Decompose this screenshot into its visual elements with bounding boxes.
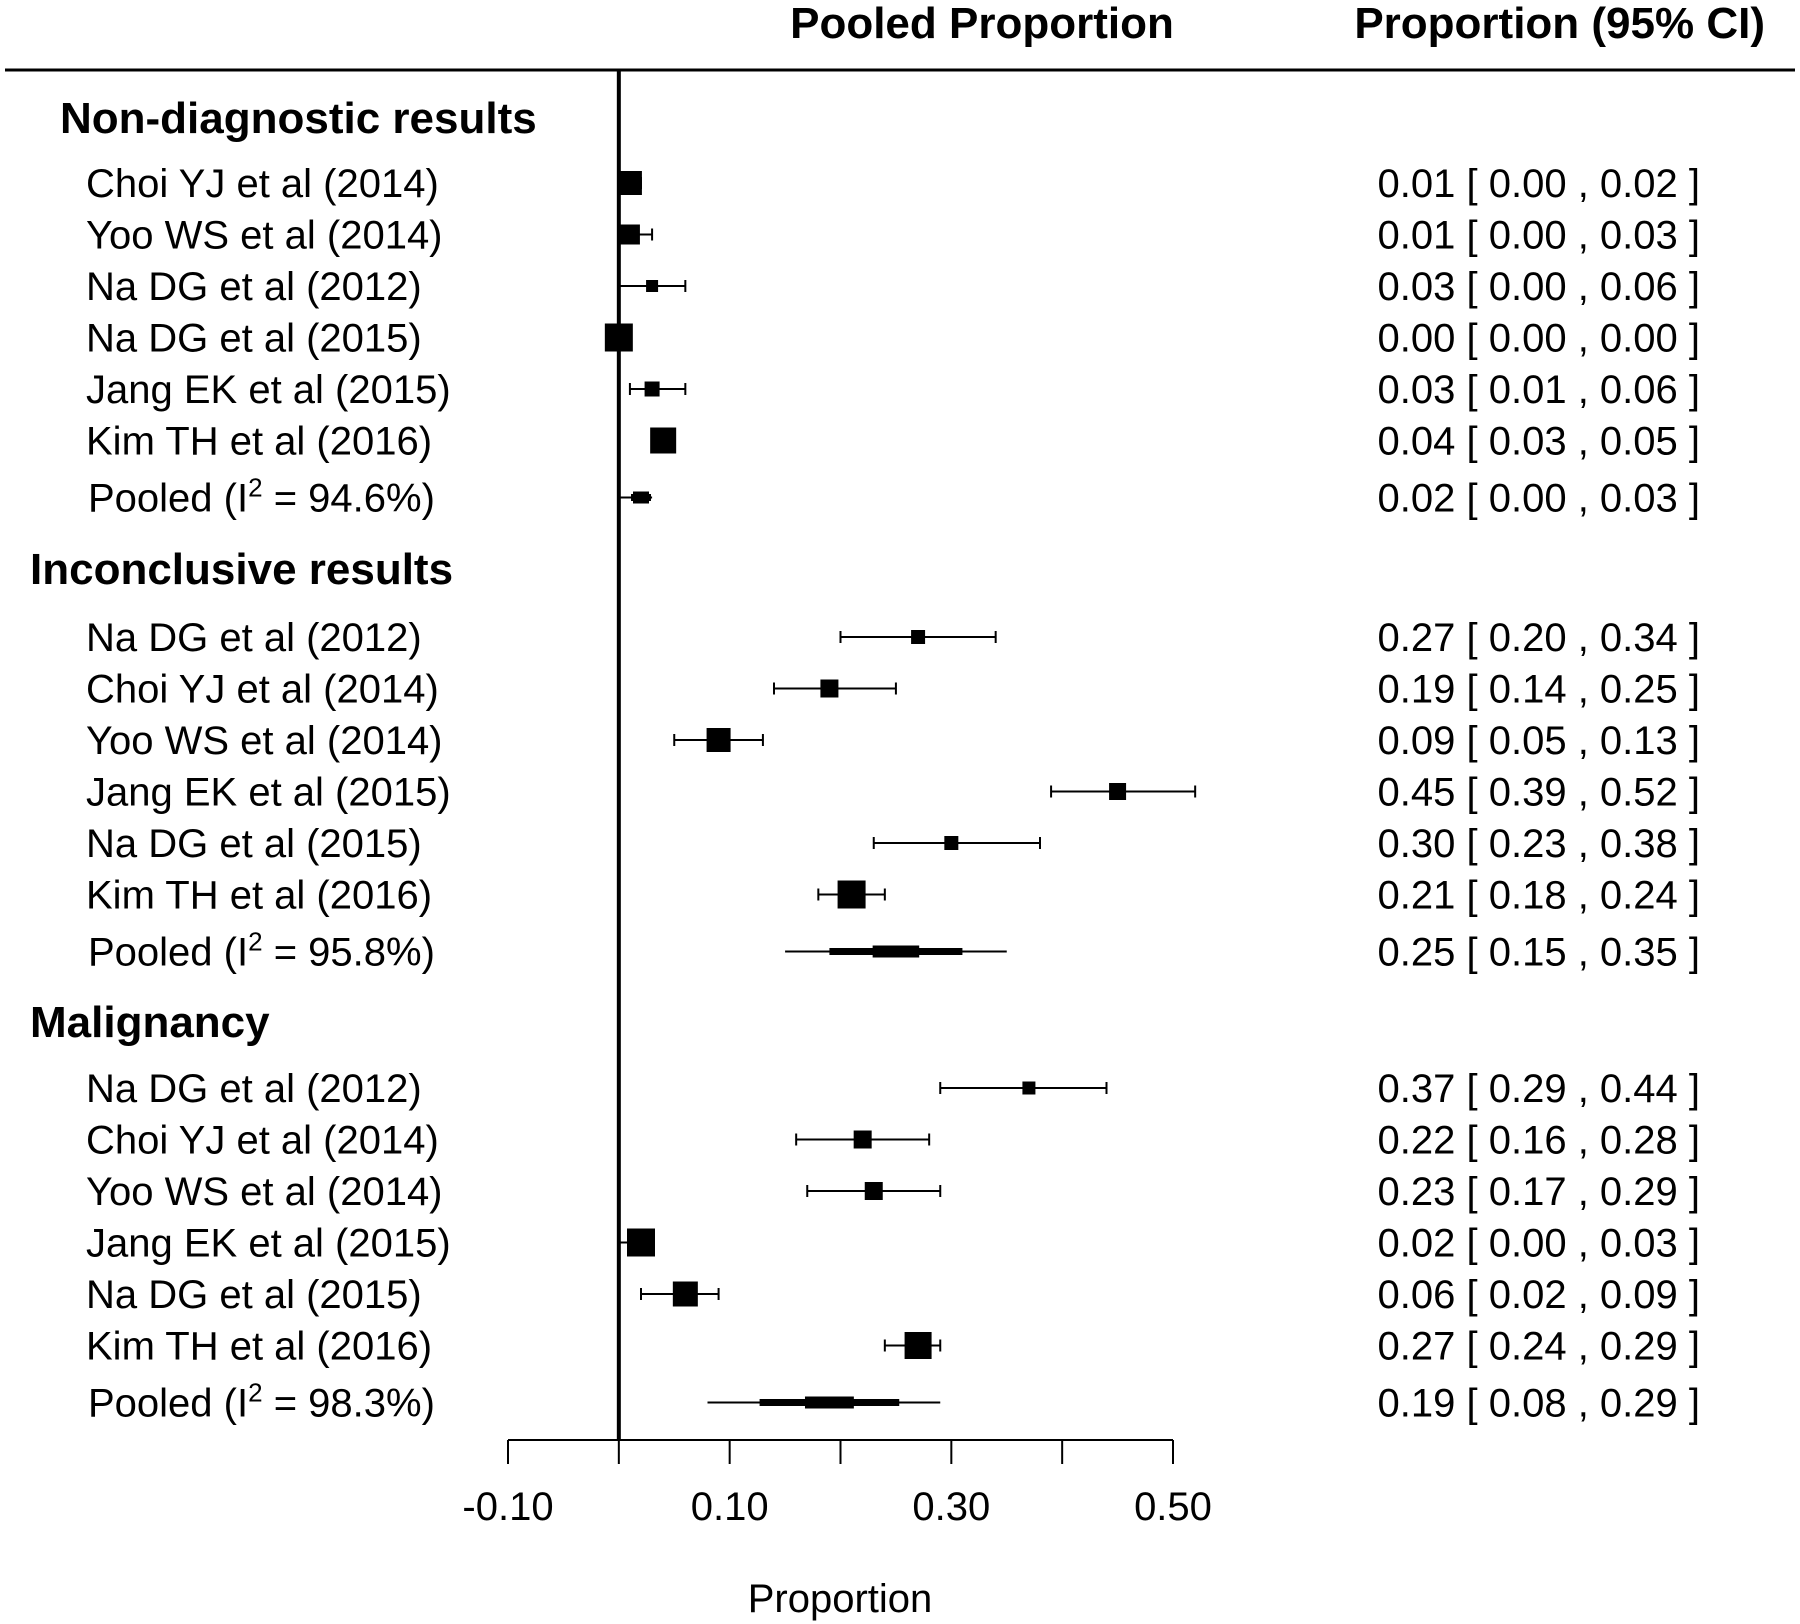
study-ci-value: 0.03 [ 0.01 , 0.06 ] <box>1378 368 1700 412</box>
point-estimate-square <box>706 728 731 752</box>
pooled-estimate-block <box>804 1396 854 1409</box>
group-title: Malignancy <box>30 998 270 1047</box>
ci-column-header: Proportion (95% CI) <box>1354 0 1765 48</box>
study-label: Jang EK et al (2015) <box>86 1222 451 1266</box>
x-tick-label: 0.10 <box>691 1485 769 1529</box>
point-estimate-square <box>619 224 640 245</box>
x-axis: -0.10 0.10 0.30 0.50 <box>462 1439 1212 1529</box>
pooled-label-superscript: 2 <box>248 473 262 503</box>
study-ci-value: 0.23 [ 0.17 , 0.29 ] <box>1378 1170 1700 1214</box>
point-estimate-square <box>646 280 659 292</box>
point-estimate-square <box>904 1332 932 1359</box>
study-ci-value: 0.02 [ 0.00 , 0.03 ] <box>1378 1222 1700 1266</box>
study-ci-value: 0.04 [ 0.03 , 0.05 ] <box>1378 420 1700 464</box>
pooled-label-text: Pooled (I <box>88 477 248 521</box>
study-ci-value: 0.01 [ 0.00 , 0.02 ] <box>1378 162 1700 206</box>
study-label: Choi YJ et al (2014) <box>86 1119 439 1163</box>
point-estimate-square <box>853 1130 872 1149</box>
study-label: Na DG et al (2012) <box>86 1067 422 1111</box>
study-ci-value: 0.30 [ 0.23 , 0.38 ] <box>1378 822 1700 866</box>
study-label: Na DG et al (2015) <box>86 822 422 866</box>
point-estimate-square <box>644 381 660 397</box>
pooled-ci-value: 0.25 [ 0.15 , 0.35 ] <box>1378 931 1700 975</box>
study-label: Kim TH et al (2016) <box>86 874 432 918</box>
pooled-label-superscript: 2 <box>248 1378 262 1408</box>
study-ci-value: 0.03 [ 0.00 , 0.06 ] <box>1378 265 1700 309</box>
study-label: Jang EK et al (2015) <box>86 368 451 412</box>
group-title: Inconclusive results <box>30 545 453 594</box>
point-estimate-square <box>944 836 959 850</box>
pooled-estimate-block <box>633 491 649 504</box>
pooled-label-tail: = 94.6%) <box>263 477 435 521</box>
point-estimate-square <box>627 1228 655 1257</box>
pooled-label-text: Pooled (I <box>88 931 248 975</box>
study-label: Yoo WS et al (2014) <box>86 214 443 258</box>
x-tick-label: 0.30 <box>912 1485 990 1529</box>
study-label: Choi YJ et al (2014) <box>86 162 439 206</box>
study-ci-value: 0.06 [ 0.02 , 0.09 ] <box>1378 1273 1700 1317</box>
point-estimate-square <box>837 880 866 909</box>
study-label: Na DG et al (2015) <box>86 1273 422 1317</box>
pooled-estimate-block <box>872 945 920 958</box>
pooled-label-text: Pooled (I <box>88 1382 248 1426</box>
study-ci-value: 0.01 [ 0.00 , 0.03 ] <box>1378 214 1700 258</box>
study-label: Na DG et al (2015) <box>86 317 422 361</box>
point-estimate-square <box>672 1281 698 1307</box>
study-ci-value: 0.27 [ 0.24 , 0.29 ] <box>1378 1325 1700 1369</box>
point-estimate-square <box>1022 1081 1036 1095</box>
study-ci-value: 0.37 [ 0.29 , 0.44 ] <box>1378 1067 1700 1111</box>
study-ci-value: 0.00 [ 0.00 , 0.00 ] <box>1378 317 1700 361</box>
forest-rows: Non-diagnostic results Choi YJ et al (201… <box>30 70 1700 1440</box>
point-estimate-square <box>1109 783 1127 800</box>
pooled-label: Pooled (I2 = 95.8%) <box>88 927 435 975</box>
pooled-label-tail: = 95.8%) <box>263 931 435 975</box>
x-tick-label: -0.10 <box>462 1485 553 1529</box>
study-ci-value: 0.22 [ 0.16 , 0.28 ] <box>1378 1119 1700 1163</box>
point-estimate-square <box>820 679 839 698</box>
point-estimate-square <box>617 171 642 195</box>
point-estimate-square <box>864 1182 883 1200</box>
pooled-label: Pooled (I2 = 94.6%) <box>88 473 435 521</box>
x-axis-title: Proportion <box>748 1577 933 1621</box>
plot-column-header: Pooled Proportion <box>790 0 1174 48</box>
study-label: Na DG et al (2012) <box>86 616 422 660</box>
pooled-ci-value: 0.19 [ 0.08 , 0.29 ] <box>1378 1382 1700 1426</box>
pooled-label-tail: = 98.3%) <box>263 1382 435 1426</box>
study-ci-value: 0.09 [ 0.05 , 0.13 ] <box>1378 719 1700 763</box>
pooled-label-superscript: 2 <box>248 927 262 957</box>
study-ci-value: 0.21 [ 0.18 , 0.24 ] <box>1378 874 1700 918</box>
point-estimate-square <box>911 630 926 644</box>
study-label: Jang EK et al (2015) <box>86 771 451 815</box>
x-tick-label: 0.50 <box>1134 1485 1212 1529</box>
study-label: Yoo WS et al (2014) <box>86 719 443 763</box>
study-label: Kim TH et al (2016) <box>86 1325 432 1369</box>
point-estimate-square <box>650 427 677 454</box>
study-ci-value: 0.45 [ 0.39 , 0.52 ] <box>1378 771 1700 815</box>
study-ci-value: 0.19 [ 0.14 , 0.25 ] <box>1378 668 1700 712</box>
pooled-ci-value: 0.02 [ 0.00 , 0.03 ] <box>1378 477 1700 521</box>
study-label: Na DG et al (2012) <box>86 265 422 309</box>
study-label: Yoo WS et al (2014) <box>86 1170 443 1214</box>
study-label: Kim TH et al (2016) <box>86 420 432 464</box>
pooled-label: Pooled (I2 = 98.3%) <box>88 1378 435 1426</box>
study-ci-value: 0.27 [ 0.20 , 0.34 ] <box>1378 616 1700 660</box>
study-label: Choi YJ et al (2014) <box>86 668 439 712</box>
group-title: Non-diagnostic results <box>60 94 537 143</box>
